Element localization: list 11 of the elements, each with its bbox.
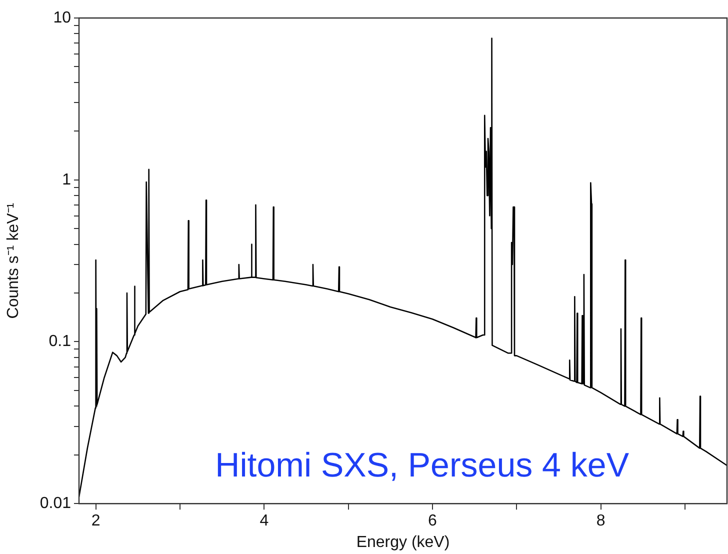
x-tick-label: 2	[91, 512, 100, 530]
x-axis-title: Energy (keV)	[356, 534, 450, 551]
x-tick-label: 4	[260, 512, 269, 530]
y-tick-label: 1	[62, 171, 72, 188]
x-tick-label: 6	[428, 512, 437, 530]
x-tick-label: 8	[596, 512, 606, 530]
y-tick-label: 0.01	[40, 495, 72, 512]
y-axis-title: Counts s⁻¹ keV⁻¹	[5, 202, 22, 319]
y-tick-label: 0.1	[48, 333, 72, 350]
y-tick-label: 10	[53, 9, 72, 26]
annotation: Hitomi SXS, Perseus 4 keV	[215, 446, 630, 485]
